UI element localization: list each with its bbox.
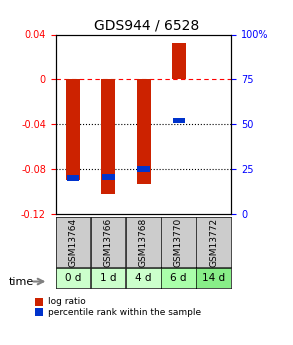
- Bar: [137, 166, 150, 172]
- Bar: [67, 175, 79, 181]
- Text: 4 d: 4 d: [135, 273, 151, 283]
- Bar: [172, 43, 186, 79]
- Text: percentile rank within the sample: percentile rank within the sample: [48, 308, 202, 317]
- Text: GSM13768: GSM13768: [139, 218, 148, 267]
- Text: time: time: [9, 277, 34, 287]
- Bar: [101, 79, 115, 194]
- Text: GDS944 / 6528: GDS944 / 6528: [94, 19, 199, 33]
- Text: 0 d: 0 d: [65, 273, 81, 283]
- Text: GSM13770: GSM13770: [174, 218, 183, 267]
- Text: log ratio: log ratio: [48, 297, 86, 306]
- Bar: [173, 118, 185, 124]
- Bar: [137, 79, 151, 184]
- Text: GSM13766: GSM13766: [104, 218, 113, 267]
- Text: GSM13772: GSM13772: [209, 218, 218, 267]
- Text: GSM13764: GSM13764: [69, 218, 77, 267]
- Text: 6 d: 6 d: [170, 273, 187, 283]
- Text: 14 d: 14 d: [202, 273, 225, 283]
- Bar: [102, 174, 115, 180]
- Text: 1 d: 1 d: [100, 273, 116, 283]
- Bar: [66, 79, 80, 180]
